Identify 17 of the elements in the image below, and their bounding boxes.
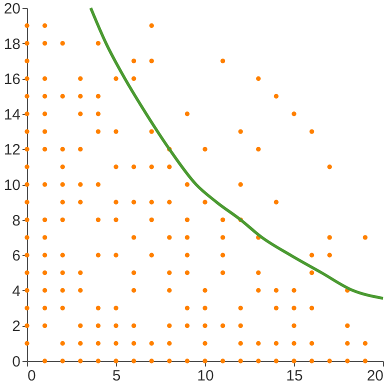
y-tick-label: 16: [4, 71, 20, 88]
x-tick-label: 0: [28, 368, 36, 384]
y-tick-label: 0: [12, 354, 20, 370]
y-tick-label: 20: [4, 0, 20, 18]
y-tick-label: 18: [4, 36, 20, 53]
x-tick-label: 5: [112, 368, 121, 384]
y-tick-label: 2: [12, 318, 20, 336]
y-tick-label: 6: [12, 248, 20, 265]
y-tick-label: 10: [4, 177, 20, 194]
y-tick-label: 14: [4, 106, 20, 124]
line-series: [89, 6, 384, 300]
y-tick-label: 8: [12, 212, 20, 230]
x-tick-label: 20: [366, 368, 384, 384]
y-tick-label: 4: [12, 282, 20, 300]
x-tick-label: 15: [286, 368, 303, 384]
x-tick-label: 10: [197, 368, 214, 384]
y-tick-label: 12: [4, 142, 20, 159]
